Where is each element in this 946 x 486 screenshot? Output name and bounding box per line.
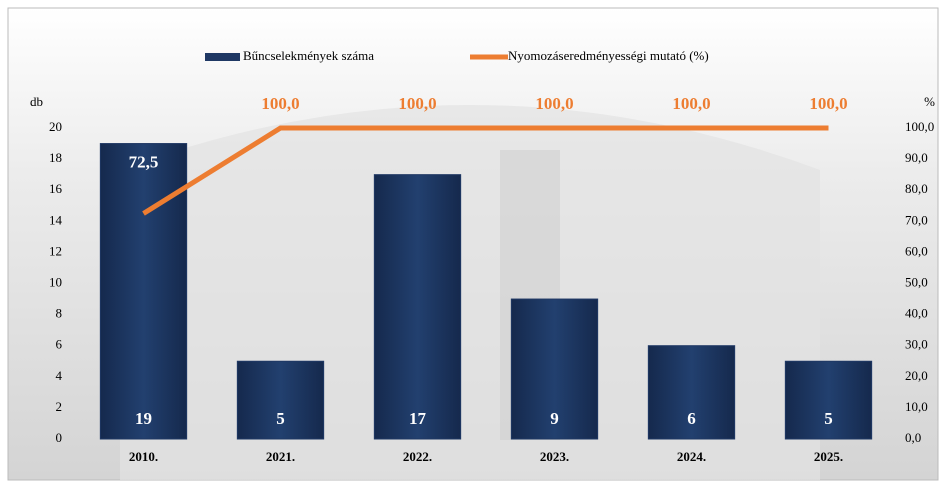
y-tick-label: 20 — [49, 119, 62, 134]
line-value-label: 100,0 — [672, 94, 710, 113]
y-tick-label: 16 — [49, 181, 63, 196]
y-tick-label: 0 — [56, 430, 63, 445]
y-tick-label: 8 — [56, 306, 63, 321]
x-tick-label: 2025. — [814, 449, 843, 464]
x-tick-label: 2010. — [129, 449, 158, 464]
y-tick-label: 12 — [49, 243, 62, 258]
legend-swatch — [205, 53, 240, 61]
x-tick-label: 2021. — [266, 449, 295, 464]
y2-tick-label: 90,0 — [905, 150, 928, 165]
y2-tick-label: 0,0 — [905, 430, 921, 445]
line-value-label: 100,0 — [809, 94, 847, 113]
line-value-label: 72,5 — [129, 152, 159, 171]
chart: db % 0 2 4 6 8 10 12 14 16 18 20 0,0 10,0 20,0 30,0 40,… — [0, 0, 946, 486]
bar-value-label: 6 — [687, 409, 696, 428]
x-tick-label: 2023. — [540, 449, 569, 464]
y-tick-label: 10 — [49, 274, 62, 289]
bar — [100, 144, 186, 439]
y2-tick-label: 50,0 — [905, 274, 928, 289]
y2-tick-label: 100,0 — [905, 119, 934, 134]
bar — [374, 175, 460, 439]
y2-tick-label: 70,0 — [905, 212, 928, 227]
y2-tick-label: 30,0 — [905, 337, 928, 352]
y-tick-label: 14 — [49, 212, 63, 227]
bar-value-label: 19 — [135, 409, 152, 428]
line-value-label: 100,0 — [261, 94, 299, 113]
x-tick-label: 2024. — [677, 449, 706, 464]
bar-value-label: 17 — [409, 409, 427, 428]
y2-axis-title: % — [924, 94, 935, 109]
y2-tick-label: 80,0 — [905, 181, 928, 196]
y-tick-label: 18 — [49, 150, 62, 165]
y2-tick-label: 20,0 — [905, 368, 928, 383]
y-tick-label: 4 — [56, 368, 63, 383]
y-tick-label: 2 — [56, 399, 63, 414]
x-tick-label: 2022. — [403, 449, 432, 464]
y-axis-title: db — [30, 94, 43, 109]
legend-label: Nyomozáseredményességi mutató (%) — [508, 48, 709, 63]
y2-tick-label: 60,0 — [905, 243, 928, 258]
bar-value-label: 9 — [550, 409, 559, 428]
bar-value-label: 5 — [276, 409, 285, 428]
bar-value-label: 5 — [824, 409, 833, 428]
legend-label: Bűncselekmények száma — [243, 48, 374, 63]
y-tick-label: 6 — [56, 337, 63, 352]
y2-tick-label: 40,0 — [905, 306, 928, 321]
page: db % 0 2 4 6 8 10 12 14 16 18 20 0,0 10,0 20,0 30,0 40,… — [0, 0, 946, 486]
line-value-label: 100,0 — [398, 94, 436, 113]
y2-tick-label: 10,0 — [905, 399, 928, 414]
line-value-label: 100,0 — [535, 94, 573, 113]
